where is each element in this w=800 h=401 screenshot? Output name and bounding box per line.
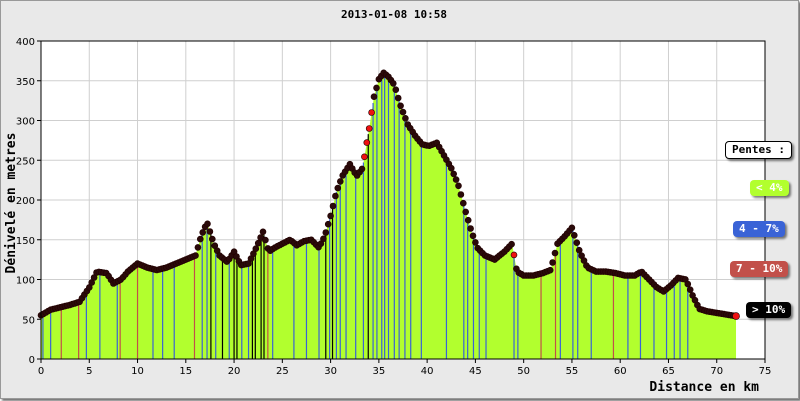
legend-item-4-7: 4 - 7% bbox=[733, 221, 785, 237]
x-tick-label: 20 bbox=[228, 366, 241, 377]
x-tick-label: 10 bbox=[131, 366, 144, 377]
y-tick-label: 50 bbox=[22, 315, 35, 326]
legend-item-lt4: < 4% bbox=[750, 180, 789, 196]
profile-point bbox=[684, 280, 692, 288]
profile-point bbox=[336, 178, 344, 185]
profile-point bbox=[457, 191, 465, 198]
profile-point bbox=[551, 249, 559, 257]
y-axis-label: Dénivelé en metres bbox=[4, 133, 19, 274]
profile-point bbox=[568, 224, 576, 232]
profile-point bbox=[573, 239, 581, 246]
y-tick-label: 150 bbox=[16, 236, 35, 247]
x-tick-label: 30 bbox=[324, 366, 337, 377]
x-tick-label: 5 bbox=[86, 366, 92, 377]
profile-point bbox=[329, 202, 337, 210]
profile-point bbox=[368, 109, 375, 116]
profile-point bbox=[322, 229, 330, 236]
profile-point bbox=[469, 232, 477, 240]
profile-point bbox=[464, 216, 472, 224]
profile-point bbox=[252, 245, 260, 252]
profile-point bbox=[455, 182, 462, 190]
plot-border bbox=[40, 40, 766, 360]
legend-item-gt10: > 10% bbox=[746, 302, 792, 318]
profile-point bbox=[209, 235, 216, 243]
profile-point bbox=[546, 266, 554, 274]
profile-point bbox=[549, 259, 556, 266]
profile-point bbox=[402, 115, 409, 122]
profile-point bbox=[447, 164, 455, 172]
profile-point bbox=[206, 228, 214, 235]
profile-point bbox=[259, 228, 267, 236]
x-tick-label: 50 bbox=[517, 366, 530, 377]
profile-point bbox=[358, 165, 366, 173]
y-axis-ticks: 0 50 100 150 200 250 300 350 400 bbox=[16, 37, 41, 366]
y-tick-label: 0 bbox=[29, 355, 35, 366]
profile-point bbox=[392, 86, 400, 93]
x-tick-label: 45 bbox=[469, 366, 482, 377]
profile-point bbox=[197, 235, 204, 243]
profile-point bbox=[254, 239, 262, 247]
profile-point bbox=[394, 94, 402, 102]
profile-point bbox=[462, 208, 470, 216]
profile-end-point bbox=[732, 312, 740, 320]
legend-item-7-10: 7 - 10% bbox=[730, 261, 789, 277]
profile-point bbox=[262, 236, 269, 244]
profile-point bbox=[570, 232, 578, 239]
x-tick-label: 55 bbox=[566, 366, 579, 377]
x-tick-label: 25 bbox=[276, 366, 289, 377]
profile-point bbox=[361, 153, 368, 161]
x-tick-label: 60 bbox=[614, 366, 627, 377]
profile-point bbox=[363, 139, 371, 146]
profile-point bbox=[508, 240, 515, 248]
y-tick-label: 250 bbox=[16, 156, 35, 167]
profile-point bbox=[327, 212, 334, 220]
profile-point bbox=[370, 93, 378, 100]
profile-point bbox=[194, 244, 202, 251]
x-tick-label: 15 bbox=[179, 366, 192, 377]
x-tick-label: 0 bbox=[38, 366, 44, 377]
profile-point bbox=[324, 220, 332, 228]
x-tick-label: 70 bbox=[710, 366, 723, 377]
profile-point bbox=[365, 125, 373, 132]
profile-point bbox=[389, 80, 397, 87]
x-axis-ticks: 0 5 10 15 20 25 30 35 40 45 50 55 60 65 70 75 bbox=[38, 359, 772, 377]
profile-point bbox=[373, 84, 380, 92]
profile-point bbox=[320, 235, 327, 243]
y-tick-label: 300 bbox=[16, 117, 35, 128]
profile-point bbox=[199, 229, 206, 236]
slope-bands bbox=[42, 73, 689, 359]
profile-point bbox=[450, 170, 458, 178]
profile-point bbox=[467, 225, 474, 232]
profile-dots bbox=[37, 69, 740, 320]
profile-point bbox=[575, 246, 583, 254]
y-tick-label: 100 bbox=[16, 276, 35, 287]
profile-point bbox=[459, 199, 467, 207]
x-axis-label: Distance en km bbox=[649, 380, 759, 395]
profile-point bbox=[510, 251, 518, 259]
x-tick-label: 75 bbox=[759, 366, 772, 377]
y-tick-label: 400 bbox=[16, 37, 35, 48]
legend-title: Pentes : bbox=[725, 141, 792, 159]
profile-point bbox=[472, 239, 479, 246]
y-tick-label: 200 bbox=[16, 196, 35, 207]
profile-point bbox=[399, 108, 407, 116]
profile-point bbox=[204, 220, 211, 228]
profile-point bbox=[452, 176, 460, 183]
profile-point bbox=[334, 184, 342, 192]
profile-point bbox=[192, 252, 199, 259]
chart-title: 2013-01-08 10:58 bbox=[341, 8, 447, 21]
y-tick-label: 350 bbox=[16, 77, 35, 88]
profile-point bbox=[332, 192, 339, 200]
profile-point bbox=[686, 286, 694, 294]
x-tick-label: 35 bbox=[372, 366, 385, 377]
profile-point bbox=[397, 102, 404, 110]
x-tick-label: 40 bbox=[421, 366, 434, 377]
x-tick-label: 65 bbox=[662, 366, 675, 377]
